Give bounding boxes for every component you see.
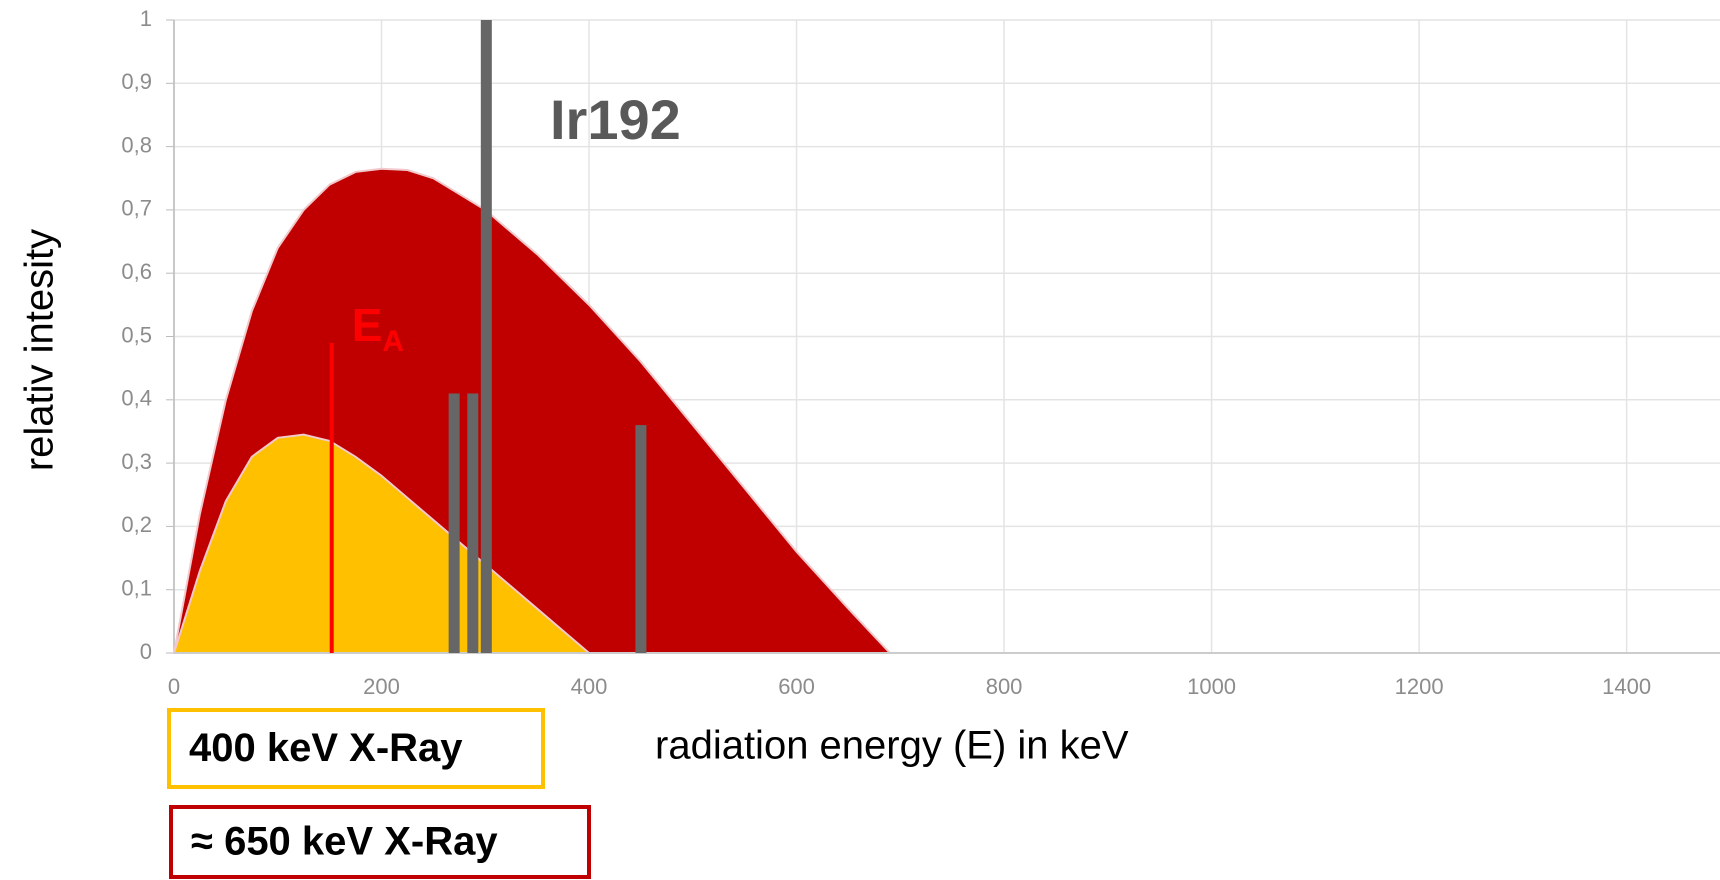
ir192-line xyxy=(480,20,492,653)
marker-label-sub: A xyxy=(382,325,404,358)
legend-box xyxy=(167,708,545,789)
ir192-line xyxy=(448,393,460,653)
x-tick-label: 600 xyxy=(778,674,815,699)
y-tick-label: 0,9 xyxy=(121,69,152,94)
x-tick-label: 0 xyxy=(168,674,180,699)
x-tick-label: 200 xyxy=(363,674,400,699)
y-tick-label: 0,2 xyxy=(121,512,152,537)
y-axis-label: relativ intesity xyxy=(18,229,62,471)
y-tick-label: 1 xyxy=(140,6,152,31)
y-tick-label: 0,7 xyxy=(121,196,152,221)
ir192-line xyxy=(467,393,479,653)
x-tick-label: 800 xyxy=(986,674,1023,699)
legend-label: 400 keV X-Ray xyxy=(189,726,463,770)
y-tick-label: 0,5 xyxy=(121,322,152,347)
x-axis-label: radiation energy (E) in keV xyxy=(655,724,1129,768)
x-tick-label: 1200 xyxy=(1395,674,1444,699)
y-tick-label: 0 xyxy=(140,639,152,664)
marker-label: EA xyxy=(352,299,404,358)
x-tick-label: 1400 xyxy=(1602,674,1651,699)
legend-box xyxy=(169,805,591,879)
marker-label-main: E xyxy=(352,299,383,351)
ir192-label: Ir192 xyxy=(550,88,681,151)
y-tick-label: 0,3 xyxy=(121,449,152,474)
y-tick-label: 0,1 xyxy=(121,576,152,601)
legend-label: ≈ 650 keV X-Ray xyxy=(191,820,498,864)
ir192-line xyxy=(635,425,647,653)
y-tick-label: 0,8 xyxy=(121,132,152,157)
y-tick-label: 0,6 xyxy=(121,259,152,284)
y-tick-label: 0,4 xyxy=(121,386,152,411)
x-tick-label: 400 xyxy=(571,674,608,699)
x-tick-label: 1000 xyxy=(1187,674,1236,699)
